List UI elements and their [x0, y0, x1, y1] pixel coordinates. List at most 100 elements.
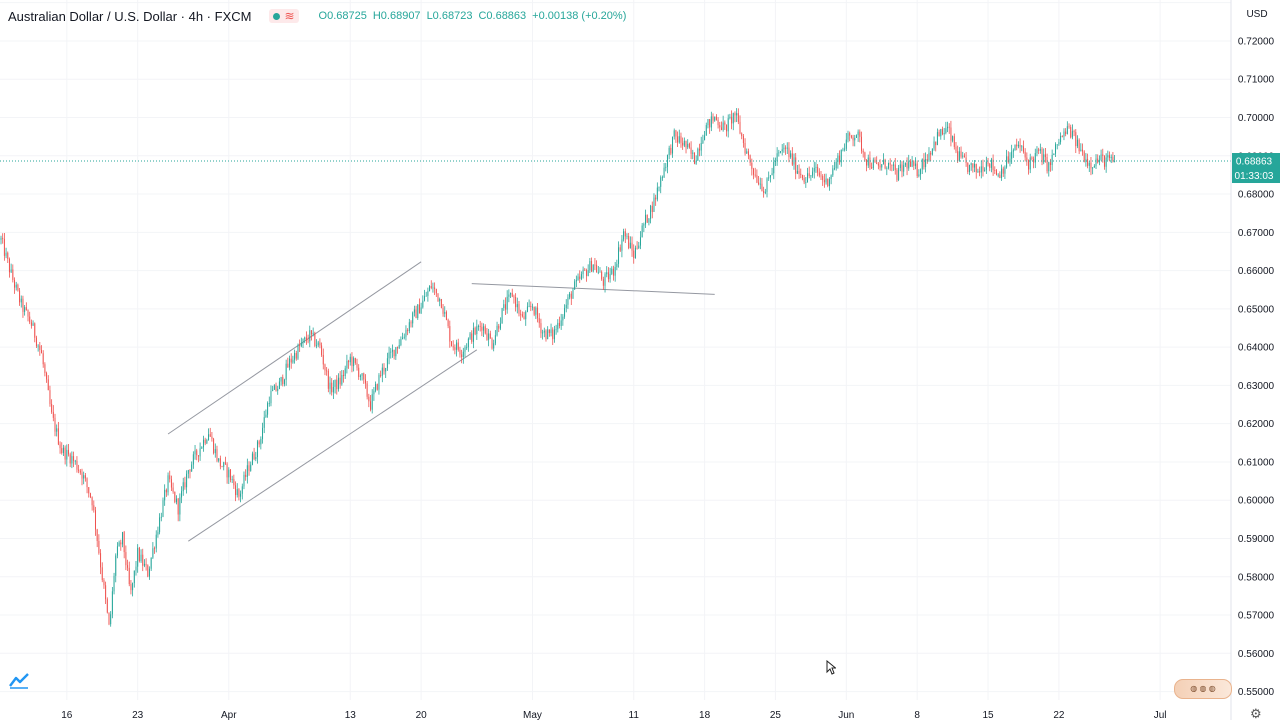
- candle-body: [386, 358, 388, 369]
- candle-body: [842, 149, 844, 151]
- tradingview-logo-icon[interactable]: [8, 672, 30, 690]
- candle-body: [437, 293, 439, 302]
- candle-body: [808, 173, 810, 177]
- gear-icon[interactable]: ⚙: [1250, 706, 1262, 721]
- candle-body: [619, 247, 621, 251]
- candle-body: [560, 320, 562, 327]
- candle-body: [498, 325, 500, 329]
- price-axis[interactable]: USD 0.720000.710000.700000.690000.680000…: [1230, 0, 1280, 720]
- candle-body: [1092, 167, 1094, 169]
- candle-body: [1031, 157, 1033, 159]
- candle-body: [1009, 158, 1011, 163]
- candle-body: [132, 583, 134, 591]
- candle-body: [724, 122, 726, 125]
- candle-body: [100, 553, 102, 568]
- time-tick-label: 25: [770, 710, 782, 720]
- candle-body: [579, 276, 581, 279]
- candle-body: [764, 191, 766, 193]
- candle-body: [405, 329, 407, 337]
- candle-body: [1093, 165, 1095, 168]
- open-value: O0.68725: [318, 10, 367, 22]
- candle-body: [1058, 142, 1060, 145]
- candle-body: [3, 239, 5, 256]
- candle-body: [93, 505, 95, 511]
- candle-body: [866, 160, 868, 166]
- candle-body: [35, 337, 37, 347]
- candle-body: [970, 163, 972, 165]
- candle-body: [790, 153, 792, 158]
- candle-body: [984, 169, 986, 172]
- candle-body: [936, 132, 938, 146]
- candle-body: [607, 272, 609, 280]
- candle-body: [746, 151, 748, 154]
- candle-body: [940, 129, 942, 137]
- candle-body: [66, 449, 68, 460]
- candle-body: [64, 447, 66, 460]
- candle-body: [925, 159, 927, 167]
- candle-body: [904, 163, 906, 166]
- ohlc-values: O0.68725 H0.68907 L0.68723 C0.68863 +0.0…: [319, 10, 627, 22]
- symbol-title[interactable]: Australian Dollar / U.S. Dollar · 4h · F…: [8, 8, 252, 24]
- candle-body: [1060, 135, 1062, 143]
- time-tick-label: Jun: [838, 710, 854, 720]
- candle-body: [199, 448, 201, 457]
- candle-body: [341, 374, 343, 385]
- candle-body: [810, 175, 812, 177]
- trendline[interactable]: [471, 283, 715, 295]
- candle-body: [965, 157, 967, 163]
- candle-body: [319, 342, 321, 346]
- candle-body: [906, 163, 908, 169]
- candle-body: [251, 453, 253, 465]
- candle-body: [1048, 162, 1050, 172]
- time-axis-ticks[interactable]: 16 23 Apr 13 20 May 11 18 25 Jun 8 15 22 Jul: [61, 710, 1166, 720]
- candle-body: [709, 119, 711, 128]
- candle-body: [756, 175, 758, 183]
- market-status-badges[interactable]: ≋: [269, 9, 299, 23]
- candle-body: [223, 462, 225, 467]
- trendline[interactable]: [188, 349, 478, 542]
- candle-body: [815, 166, 817, 168]
- candle-body: [424, 296, 426, 301]
- candle-body: [24, 307, 26, 312]
- candle-body: [737, 113, 739, 122]
- candle-body: [54, 417, 56, 432]
- candle-body: [623, 231, 625, 240]
- candle-body: [121, 532, 123, 545]
- candle-body: [218, 458, 220, 461]
- candle-body: [1112, 156, 1114, 162]
- candle-body: [844, 148, 846, 150]
- trendline[interactable]: [167, 261, 422, 435]
- time-tick-label: Apr: [221, 710, 237, 720]
- candle-body: [618, 247, 620, 264]
- candle-body: [513, 296, 515, 298]
- candle-body: [260, 439, 262, 445]
- candle-body: [801, 174, 803, 179]
- candle-body: [1044, 154, 1046, 158]
- candle-body: [1097, 158, 1099, 163]
- candle-body: [639, 237, 641, 246]
- candle-body: [402, 337, 404, 340]
- candle-body: [275, 385, 277, 391]
- candle-body: [1024, 151, 1026, 158]
- candle-body: [445, 312, 447, 320]
- candle-body: [845, 139, 847, 149]
- candle-body: [923, 159, 925, 167]
- candle-body: [626, 236, 628, 237]
- candle-body: [952, 136, 954, 141]
- candle-body: [240, 493, 242, 497]
- candle-body: [435, 288, 437, 294]
- candle-body: [253, 453, 255, 460]
- candle-body: [493, 343, 495, 349]
- candle-body: [987, 161, 989, 165]
- candle-body: [177, 498, 179, 515]
- candle-body: [204, 439, 206, 444]
- candle-body: [250, 464, 252, 471]
- candle-body: [609, 273, 611, 280]
- candle-body: [336, 379, 338, 390]
- candle-body: [862, 150, 864, 153]
- candle-body: [356, 362, 358, 368]
- trendline-drawings[interactable]: [167, 261, 715, 542]
- candle-body: [611, 268, 613, 274]
- candle-body: [248, 465, 250, 471]
